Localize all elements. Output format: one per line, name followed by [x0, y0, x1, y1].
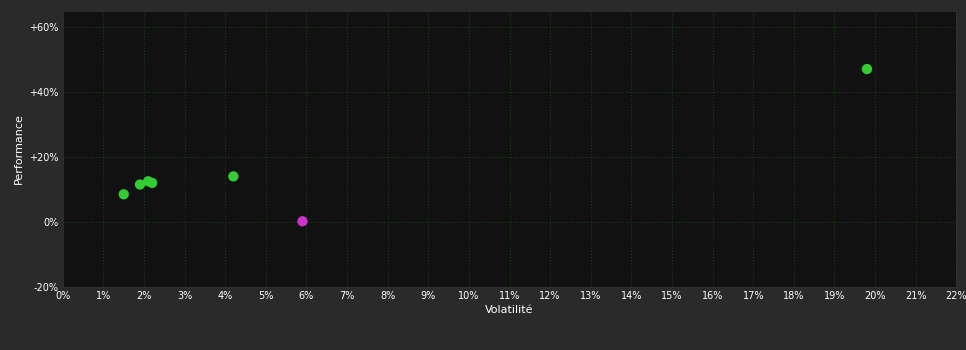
X-axis label: Volatilité: Volatilité — [485, 305, 534, 315]
Point — [860, 66, 875, 72]
Y-axis label: Performance: Performance — [14, 113, 23, 184]
Point — [145, 180, 160, 186]
Point — [132, 182, 148, 187]
Point — [116, 191, 131, 197]
Point — [226, 174, 242, 179]
Point — [140, 178, 156, 184]
Point — [295, 218, 310, 224]
